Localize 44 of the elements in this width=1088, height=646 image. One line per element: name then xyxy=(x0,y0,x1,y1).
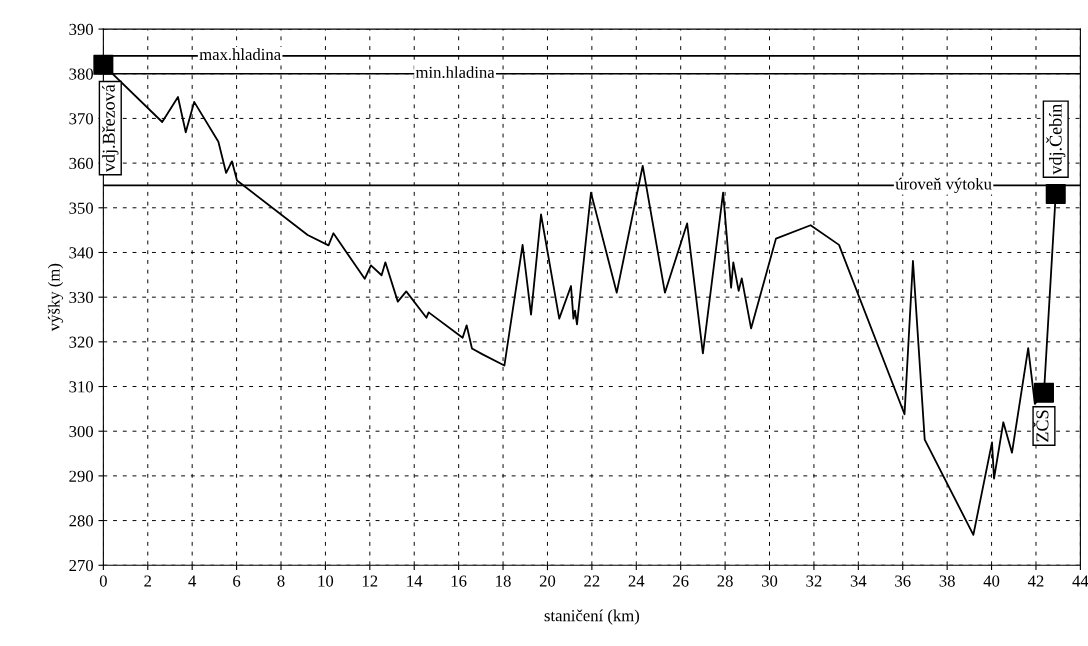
x-tick-label: 18 xyxy=(496,575,511,587)
x-tick-label: 42 xyxy=(1027,575,1044,587)
y-tick-label: 370 xyxy=(69,113,93,125)
x-tick-label: 34 xyxy=(850,575,867,587)
y-tick-label: 340 xyxy=(69,247,93,259)
x-tick-label: 16 xyxy=(451,575,467,587)
y-axis-title: výšky (m) xyxy=(47,263,64,332)
y-tick-label: 280 xyxy=(69,515,93,527)
x-tick-label: 8 xyxy=(277,575,285,587)
y-tick-label: 290 xyxy=(69,470,93,482)
x-tick-label: 14 xyxy=(407,575,423,587)
x-tick-label: 44 xyxy=(1072,575,1088,587)
y-tick-label: 300 xyxy=(69,425,93,438)
ref-line-label: min.hladina xyxy=(415,66,495,78)
x-tick-label: 32 xyxy=(806,575,822,587)
ref-line-label: max.hladina xyxy=(199,48,281,61)
x-tick-label: 6 xyxy=(233,575,241,587)
x-tick-label: 28 xyxy=(717,575,733,587)
ref-line-label: úroveň výtoku xyxy=(895,177,992,194)
x-tick-label: 26 xyxy=(673,575,689,587)
x-tick-label: 24 xyxy=(628,575,645,587)
y-tick-label: 320 xyxy=(69,336,93,348)
y-tick-label: 330 xyxy=(69,291,93,304)
y-tick-label: 360 xyxy=(69,157,93,170)
x-tick-label: 38 xyxy=(939,575,955,587)
x-tick-label: 2 xyxy=(144,575,152,587)
y-tick-label: 350 xyxy=(69,202,93,214)
x-tick-label: 0 xyxy=(99,575,107,587)
x-tick-label: 36 xyxy=(895,575,911,587)
annotation: vdj.Čebín xyxy=(1046,104,1066,175)
x-tick-label: 30 xyxy=(761,575,778,587)
annotation: vdj.Březová xyxy=(102,84,119,172)
x-tick-label: 12 xyxy=(362,575,378,587)
x-tick-label: 22 xyxy=(584,575,600,587)
y-tick-label: 310 xyxy=(69,381,93,393)
x-tick-label: 10 xyxy=(318,575,334,587)
y-tick-label: 380 xyxy=(69,68,93,80)
x-tick-label: 20 xyxy=(539,575,556,587)
annotation: ZČS xyxy=(1032,410,1049,442)
y-tick-label: 390 xyxy=(69,23,93,36)
x-tick-label: 40 xyxy=(983,575,1000,587)
y-tick-label: 270 xyxy=(69,559,93,572)
x-axis-title: staničení (km) xyxy=(544,609,640,625)
x-tick-label: 4 xyxy=(188,575,197,587)
